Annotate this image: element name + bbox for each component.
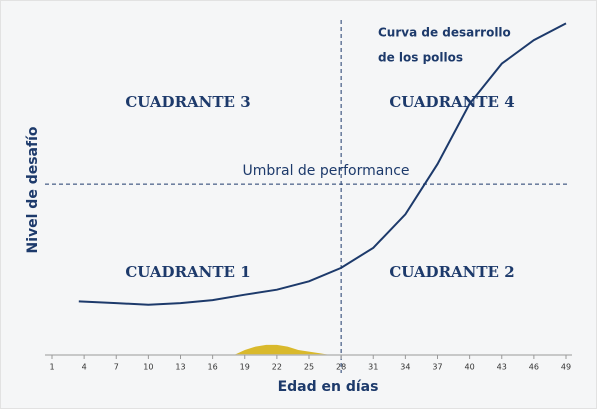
area bbox=[234, 344, 331, 355]
x-tick-label: 49 bbox=[561, 363, 571, 372]
x-tick-label: 40 bbox=[465, 363, 475, 372]
quadrant-label: CUADRANTE 4 bbox=[389, 93, 514, 111]
curve-label: de los pollos bbox=[378, 51, 463, 65]
x-tick-label: 31 bbox=[368, 363, 378, 372]
quadrant-label: CUADRANTE 2 bbox=[389, 263, 514, 281]
x-tick-label: 4 bbox=[82, 363, 87, 372]
x-tick-label: 37 bbox=[432, 363, 442, 372]
x-tick-label: 25 bbox=[304, 363, 314, 372]
x-tick-label: 28 bbox=[336, 363, 346, 372]
x-tick-label: 10 bbox=[143, 363, 153, 372]
quadrant-label: CUADRANTE 3 bbox=[125, 93, 250, 111]
threshold-label: Umbral de performance bbox=[242, 163, 409, 179]
y-axis-label: Nivel de desafío bbox=[25, 126, 41, 253]
x-tick-label: 7 bbox=[114, 363, 119, 372]
x-axis-label: Edad en días bbox=[278, 379, 379, 395]
quadrant-label: CUADRANTE 1 bbox=[125, 263, 250, 281]
line bbox=[78, 22, 567, 306]
x-tick-label: 43 bbox=[497, 363, 507, 372]
x-tick-label: 1 bbox=[49, 363, 54, 372]
x-tick-label: 22 bbox=[272, 363, 282, 372]
x-tick-label: 19 bbox=[240, 363, 250, 372]
curve-label: Curva de desarrollo bbox=[378, 26, 511, 40]
x-tick-label: 16 bbox=[208, 363, 218, 372]
x-tick-label: 13 bbox=[175, 363, 185, 372]
x-tick-label: 34 bbox=[400, 363, 410, 372]
x-tick-label: 46 bbox=[529, 363, 539, 372]
